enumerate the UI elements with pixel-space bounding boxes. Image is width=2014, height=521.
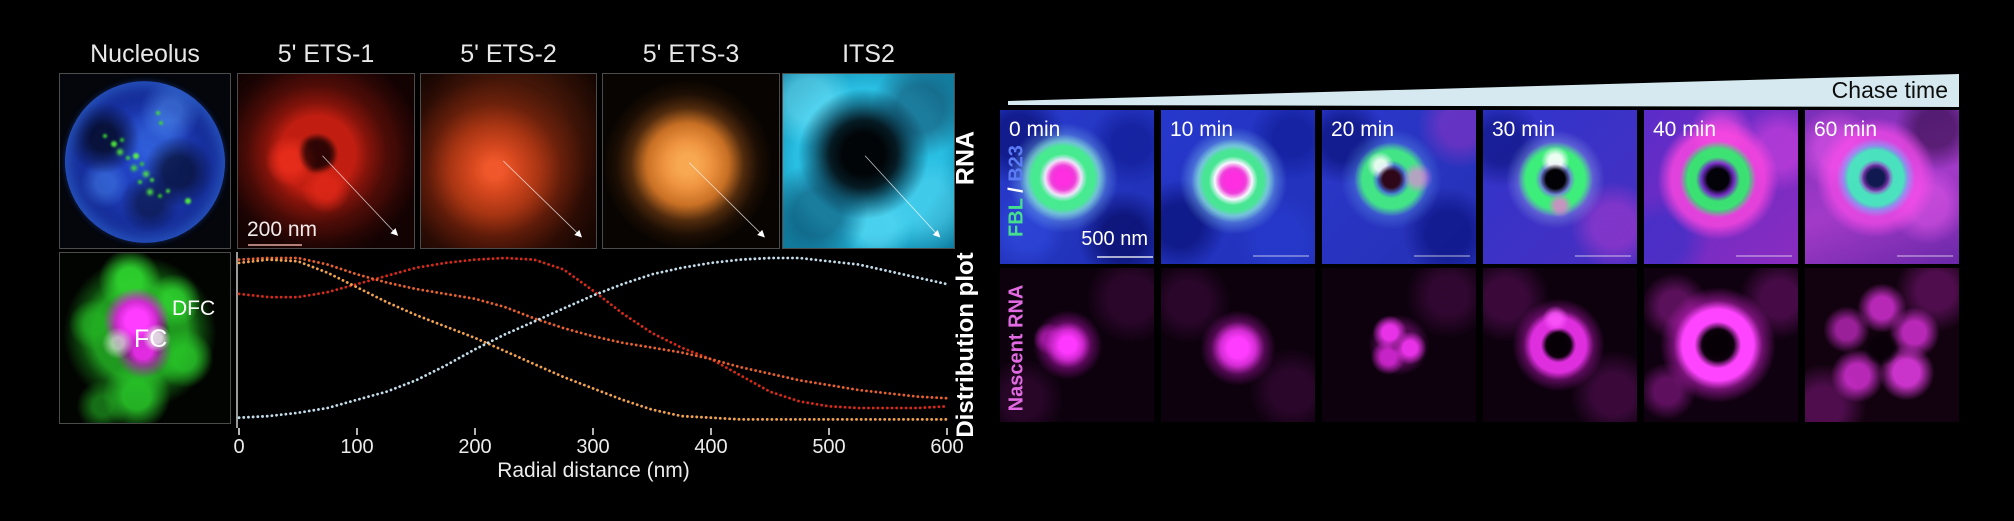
- time-label: 0 min: [1009, 118, 1061, 141]
- panel-title-5ets2: 5' ETS-2: [460, 40, 557, 68]
- annotation-arrow: [238, 74, 399, 236]
- its2-image: [782, 73, 955, 249]
- x-tick-mark: [474, 428, 476, 435]
- panel-title-nucleolus: Nucleolus: [90, 40, 200, 68]
- series-ITS2: [237, 256, 949, 420]
- x-tick-mark: [356, 428, 358, 435]
- dfc-label: DFC: [172, 297, 216, 320]
- panel-title-its2: ITS2: [842, 40, 895, 68]
- annotation-arrow: [783, 74, 941, 238]
- x-tick-label: 0: [233, 436, 245, 458]
- scale-bar: [1097, 256, 1153, 258]
- chase-panel-bottom-3: [1483, 268, 1637, 422]
- scale-bar: [248, 244, 302, 246]
- chase-panel-top-5: 60 min: [1805, 110, 1959, 264]
- plot-y-axis: [236, 252, 238, 428]
- row-label-fbl-b23: FBL / B23: [1006, 145, 1029, 237]
- panel-title-5ets1: 5' ETS-1: [277, 40, 375, 68]
- chase-panel-bottom-1: [1161, 268, 1315, 422]
- chase-panel-top-2: 20 min: [1322, 110, 1476, 264]
- ets3-image: [602, 73, 780, 249]
- time-label: 60 min: [1814, 118, 1878, 141]
- series-5' ETS-2: [237, 256, 949, 400]
- nucleolus-image: [59, 73, 231, 249]
- time-label: 40 min: [1653, 118, 1717, 141]
- row-label-rna: RNA: [951, 130, 980, 186]
- x-tick-mark: [828, 428, 830, 435]
- chase-panel-top-1: 10 min: [1161, 110, 1315, 264]
- chase-time-wedge: [1008, 74, 1959, 107]
- scale-bar: [1897, 255, 1953, 257]
- x-tick-mark: [592, 428, 594, 435]
- chase-panel-bottom-5: [1805, 268, 1959, 422]
- series-5' ETS-1: [237, 256, 949, 410]
- chase-panel-bottom-4: [1644, 268, 1798, 422]
- time-label: 10 min: [1170, 118, 1234, 141]
- fbl-b23-separator: /: [1005, 181, 1028, 199]
- scale-bar: [1575, 255, 1631, 257]
- time-label: 30 min: [1492, 118, 1556, 141]
- x-tick-label: 600: [930, 436, 964, 458]
- annotation-arrow: [603, 74, 765, 238]
- fc-dfc-image: DFC FC: [59, 252, 231, 424]
- chase-panel-bottom-0: Nascent RNA: [1000, 268, 1154, 422]
- scale-bar: [1736, 255, 1792, 257]
- b23-label: B23: [1005, 145, 1028, 182]
- chase-panel-top-4: 40 min: [1644, 110, 1798, 264]
- scale-bar: [1414, 255, 1470, 257]
- rdna-specks: [60, 74, 64, 78]
- row-label-nascent-rna: Nascent RNA: [1005, 284, 1028, 412]
- fc-label: FC: [134, 325, 168, 353]
- x-tick-label: 200: [458, 436, 492, 458]
- chase-time-label: Chase time: [1831, 77, 1948, 103]
- scale-bar-label: 200 nm: [247, 218, 318, 241]
- x-tick-label: 500: [812, 436, 846, 458]
- chase-panel-top-3: 30 min: [1483, 110, 1637, 264]
- x-tick-label: 300: [576, 436, 610, 458]
- x-tick-mark: [946, 428, 948, 435]
- annotation-arrow: [421, 74, 582, 238]
- series-5' ETS-3: [237, 258, 949, 421]
- x-tick-mark: [238, 428, 240, 435]
- chase-panel-bottom-2: [1322, 268, 1476, 422]
- time-label: 20 min: [1331, 118, 1395, 141]
- ets2-image: [420, 73, 597, 249]
- chase-panel-top-0: 0 min FBL / B23 500 nm: [1000, 110, 1154, 264]
- x-tick-label: 100: [340, 436, 374, 458]
- scale-bar: [1253, 255, 1309, 257]
- x-axis-title: Radial distance (nm): [497, 459, 690, 482]
- nucleus-blob: [60, 74, 230, 248]
- x-tick-label: 400: [694, 436, 728, 458]
- row-label-distribution-plot: Distribution plot: [952, 252, 979, 438]
- panel-title-5ets3: 5' ETS-3: [642, 40, 740, 68]
- ets1-image: 200 nm: [237, 73, 415, 249]
- x-tick-mark: [710, 428, 712, 435]
- distribution-plot: [237, 256, 949, 421]
- scale-bar-label: 500 nm: [1081, 228, 1148, 250]
